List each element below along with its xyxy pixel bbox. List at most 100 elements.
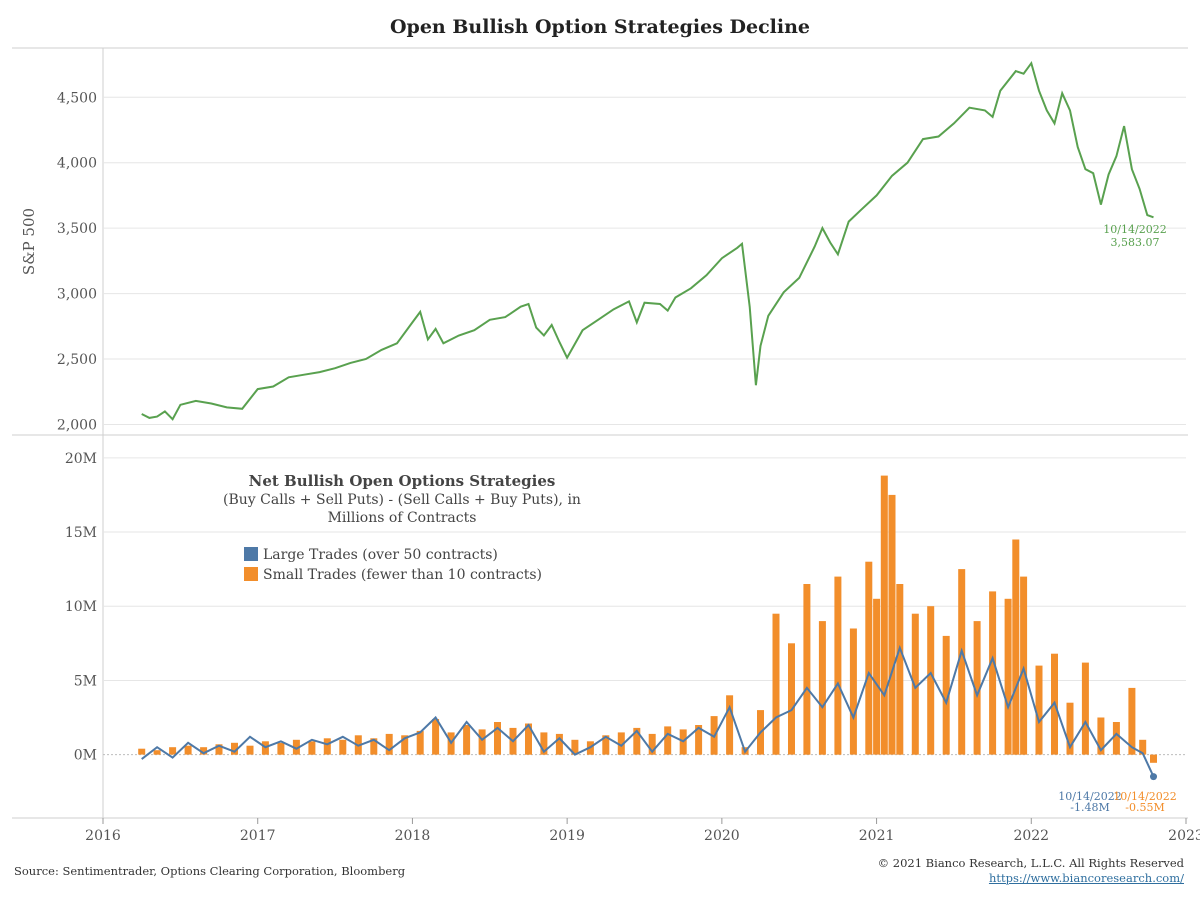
legend-swatch-large [244, 547, 258, 561]
sp500-annotation-date: 10/14/2022 [1103, 223, 1166, 236]
small-trades-bar [432, 719, 440, 755]
small-trades-bar [1004, 598, 1012, 755]
small-trades-bar [401, 735, 409, 755]
sp500-annotation-value: 3,583.07 [1111, 236, 1160, 249]
small-trades-bar [1066, 702, 1074, 755]
website-link[interactable]: https://www.biancoresearch.com/ [988, 871, 1184, 885]
options-panel-title: Net Bullish Open Options Strategies [249, 472, 556, 490]
large-trades-endpoint [1150, 773, 1158, 781]
options-tick-label: 0M [74, 748, 97, 764]
options-panel-subtitle-line2: Millions of Contracts [328, 510, 477, 526]
small-trades-bar [370, 738, 378, 755]
small-trades-bar [231, 742, 238, 755]
small-trades-bar [200, 747, 208, 755]
sp500-tick-label: 3,500 [57, 221, 97, 237]
small-trades-bar [1097, 717, 1105, 755]
options-panel-subtitle-line1: (Buy Calls + Sell Puts) - (Sell Calls + … [223, 492, 581, 508]
small-trades-bar [818, 621, 826, 755]
small-trades-bar [292, 739, 300, 755]
x-tick-label: 2016 [85, 828, 121, 844]
small-trades-bar [896, 584, 904, 755]
sp500-axis-label: S&P 500 [20, 208, 38, 275]
small-trades-bar [277, 742, 285, 755]
small-trades-bar [1128, 687, 1136, 755]
small-trades-bar [308, 741, 316, 755]
small-trades-bar [339, 739, 347, 755]
x-tick-label: 2017 [240, 828, 276, 844]
small-trades-bar [184, 745, 192, 755]
small-trades-bar [849, 628, 857, 755]
x-tick-label: 2019 [549, 828, 585, 844]
legend-swatch-small [244, 567, 258, 581]
small-trades-bar [664, 726, 672, 755]
small-trades-bar [772, 613, 780, 755]
x-tick-label: 2022 [1013, 828, 1049, 844]
sp500-tick-label: 4,500 [57, 90, 97, 106]
small-trades-bar [865, 561, 873, 755]
sp500-tick-label: 2,500 [57, 352, 97, 368]
options-tick-label: 15M [65, 525, 97, 541]
x-tick-label: 2021 [859, 828, 895, 844]
small-trades-bar [617, 732, 625, 755]
small-trades-bar [138, 748, 146, 755]
small-trades-bar [633, 727, 641, 755]
small-trades-bar [323, 738, 331, 755]
small-trades-bar [555, 733, 563, 755]
small-trades-bar [973, 621, 981, 755]
small-trades-bar [1012, 539, 1020, 755]
small-trades-bar [958, 569, 966, 755]
small-trades-bar [942, 635, 950, 755]
source-note: Source: Sentimentrader, Options Clearing… [14, 864, 406, 878]
large-annotation-value: -1.48M [1070, 801, 1109, 814]
small-trades-bar [1081, 662, 1089, 755]
small-trades-bar [1035, 665, 1043, 755]
x-tick-label: 2023 [1168, 828, 1200, 844]
small-trades-bar [803, 584, 811, 755]
small-annotation-value: -0.55M [1125, 801, 1164, 814]
small-trades-bar [888, 494, 896, 755]
small-trades-bar [571, 739, 579, 755]
small-trades-bar [927, 606, 935, 755]
small-trades-bar [648, 733, 656, 755]
copyright-text: © 2021 Bianco Research, L.L.C. All Right… [877, 856, 1184, 870]
small-trades-bar [880, 475, 888, 755]
sp500-tick-label: 4,000 [57, 156, 97, 172]
large-annotation-date: 10/14/2022 [1058, 790, 1121, 803]
options-tick-label: 20M [65, 451, 97, 467]
options-tick-label: 5M [74, 673, 97, 689]
small-trades-bar [834, 576, 842, 755]
small-trades-bar [1150, 754, 1157, 763]
small-trades-bar [478, 729, 486, 755]
small-trades-bar [494, 722, 501, 755]
small-trades-bar [385, 733, 393, 755]
small-trades-bar [525, 723, 532, 755]
small-trades-bar [695, 725, 703, 755]
large-trades-line [141, 644, 1155, 778]
small-trades-bar [153, 750, 161, 755]
small-trades-bar [1020, 576, 1028, 755]
small-trades-bar [989, 591, 997, 755]
small-trades-bar [726, 695, 734, 755]
small-trades-bar [788, 643, 795, 755]
sp500-line [141, 60, 1154, 421]
small-trades-bar [169, 747, 177, 755]
footer-credits: © 2021 Bianco Research, L.L.C. All Right… [878, 856, 1184, 886]
small-trades-bar [1139, 739, 1147, 755]
small-trades-bar [463, 725, 471, 755]
small-trades-bar [540, 732, 548, 755]
small-trades-bar [873, 598, 881, 755]
small-trades-bar [602, 735, 610, 755]
legend-label-large: Large Trades (over 50 contracts) [263, 547, 498, 563]
chart-title: Open Bullish Option Strategies Decline [390, 16, 810, 38]
small-trades-bar [416, 730, 424, 755]
legend-label-small: Small Trades (fewer than 10 contracts) [263, 567, 542, 583]
small-trades-bar [215, 744, 223, 755]
small-annotation-date: 10/14/2022 [1113, 790, 1176, 803]
x-tick-label: 2020 [704, 828, 740, 844]
small-trades-bar [1112, 722, 1120, 755]
sp500-tick-label: 2,000 [57, 417, 97, 433]
x-tick-label: 2018 [395, 828, 431, 844]
small-trades-bar [911, 613, 919, 755]
small-trades-bar [246, 745, 254, 755]
